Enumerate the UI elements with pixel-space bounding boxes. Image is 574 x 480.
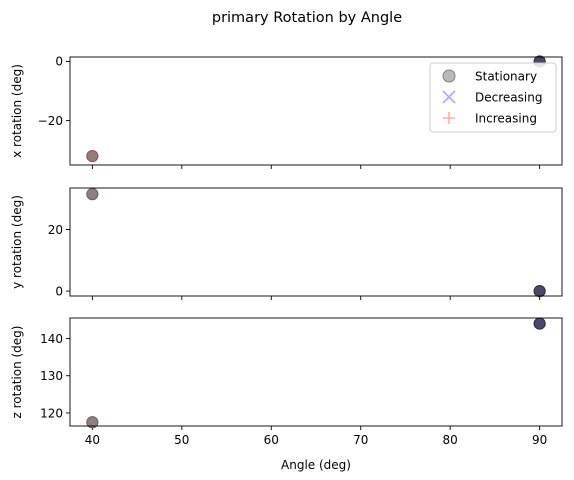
y-tick-label: 20 xyxy=(48,223,63,237)
y-tick-label: 130 xyxy=(40,369,63,383)
legend-label: Stationary xyxy=(475,69,537,83)
legend-marker-plus xyxy=(443,112,455,124)
data-point xyxy=(533,284,546,298)
x-tick-label: 50 xyxy=(174,433,189,447)
data-point xyxy=(533,317,546,330)
legend-label: Decreasing xyxy=(475,90,542,104)
y-axis-label: y rotation (deg) xyxy=(10,195,24,289)
y-axis-label: z rotation (deg) xyxy=(10,326,24,419)
legend-frame xyxy=(429,62,557,133)
y-tick-label: 120 xyxy=(40,406,63,420)
x-tick-label: 70 xyxy=(353,433,368,447)
x-axis-label: Angle (deg) xyxy=(281,458,351,472)
data-point xyxy=(86,150,99,163)
y-tick-label: −20 xyxy=(38,114,63,128)
axes-frame xyxy=(69,56,563,166)
axes-frame xyxy=(69,317,563,427)
legend-marker-x xyxy=(442,90,456,104)
panel-y: 0 20 y rotation (deg) xyxy=(10,187,563,300)
y-axis-label: x rotation (deg) xyxy=(10,64,24,158)
data-point xyxy=(86,188,99,201)
y-tick-label: 0 xyxy=(55,55,63,69)
x-tick-label: 90 xyxy=(532,433,547,447)
panel-z: 120 130 140 40 50 60 70 80 90 z rotation (deg) xyxy=(10,317,563,447)
axes-frame xyxy=(69,187,563,297)
legend: Stationary Decreasing Increasing xyxy=(429,62,557,133)
legend-marker-circle xyxy=(442,69,456,83)
x-tick-label: 60 xyxy=(264,433,279,447)
panel-x: 0 −20 x rotation (deg) xyxy=(10,55,563,169)
panels: 0 −20 x rotation (deg) 0 20 y rotation (deg) 1… xyxy=(10,55,563,447)
legend-label: Increasing xyxy=(475,111,537,125)
x-tick-label: 80 xyxy=(443,433,458,447)
x-tick-label: 40 xyxy=(85,433,100,447)
y-tick-label: 0 xyxy=(55,284,63,298)
chart-title: primary Rotation by Angle xyxy=(212,10,402,26)
data-point xyxy=(86,416,99,429)
y-tick-label: 140 xyxy=(40,332,63,346)
